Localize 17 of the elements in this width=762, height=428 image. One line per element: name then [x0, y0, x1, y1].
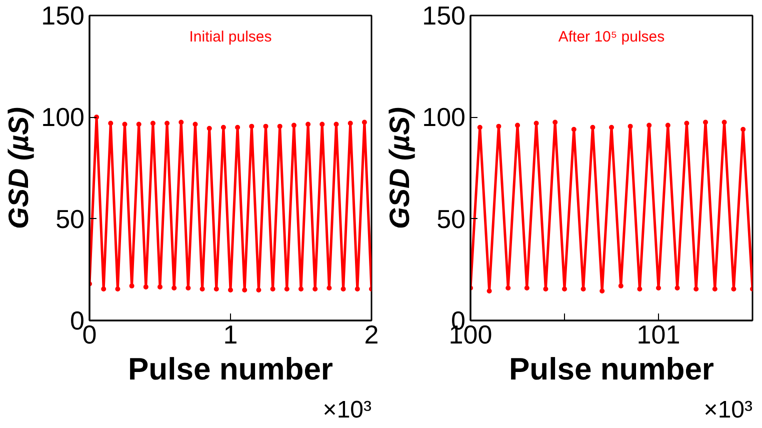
- annotation: After 10⁵ pulses: [558, 28, 665, 46]
- text: ×10³: [704, 396, 753, 424]
- y-axis-title: GSD (µS): [3, 107, 34, 229]
- x-axis-title: Pulse number: [128, 352, 333, 386]
- x-tick-label: 101: [636, 320, 680, 350]
- y-axis-title: GSD (µS): [384, 107, 416, 229]
- y-tick-label: 150: [422, 0, 466, 30]
- x-tick-label: 2: [364, 320, 379, 350]
- y-tick-label: 50: [436, 204, 466, 234]
- annotation: Initial pulses: [189, 28, 272, 46]
- y-tick-label: 100: [41, 102, 85, 132]
- y-tick-label: 50: [56, 204, 84, 234]
- y-tick-label: 100: [422, 102, 466, 132]
- y-tick-label: 150: [41, 0, 85, 30]
- x-tick-label: 1: [223, 320, 238, 350]
- x-axis-title: Pulse number: [509, 352, 714, 386]
- text: ×10³: [322, 396, 372, 424]
